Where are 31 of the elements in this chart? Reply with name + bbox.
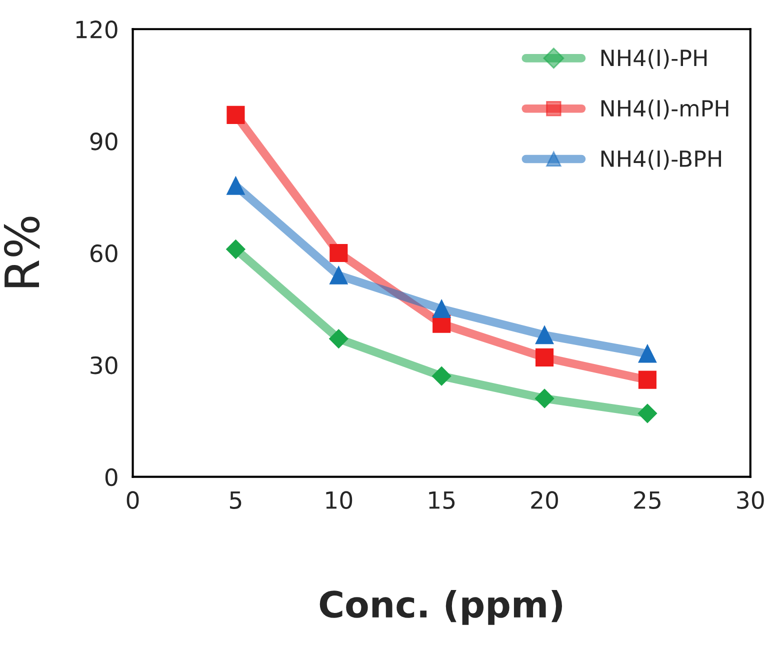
point [330, 244, 348, 262]
legend-label: NH4(I)-mPH [601, 100, 728, 120]
point [534, 388, 554, 408]
legend-label: NH4(I)-PH [601, 49, 707, 69]
x-tick-label: 0 [126, 491, 139, 510]
y-axis-title: R% [4, 216, 40, 288]
point [535, 348, 554, 366]
point [226, 176, 245, 195]
x-tick-label: 15 [429, 491, 455, 510]
point [330, 266, 348, 284]
x-tick-label: 30 [737, 491, 764, 510]
point [535, 326, 554, 344]
point [226, 240, 246, 259]
x-axis-title: Conc. (ppm) [320, 590, 562, 625]
y-tick-label: 0 [105, 468, 118, 486]
legend-label: NH4(I)-BPH [601, 150, 721, 170]
point [638, 344, 656, 363]
point [638, 404, 657, 423]
x-tick-label: 10 [326, 491, 352, 510]
y-tick-label: 90 [90, 132, 118, 150]
point [226, 106, 245, 124]
point [432, 300, 451, 318]
x-tick-label: 25 [634, 491, 660, 510]
y-tick-label: 60 [90, 244, 118, 262]
x-tick-label: 20 [531, 491, 558, 510]
point [432, 366, 452, 386]
y-tick-label: 30 [90, 356, 118, 374]
y-tick-label: 120 [76, 20, 118, 38]
x-tick-label: 5 [230, 491, 242, 510]
point [329, 329, 348, 348]
point [638, 370, 656, 389]
